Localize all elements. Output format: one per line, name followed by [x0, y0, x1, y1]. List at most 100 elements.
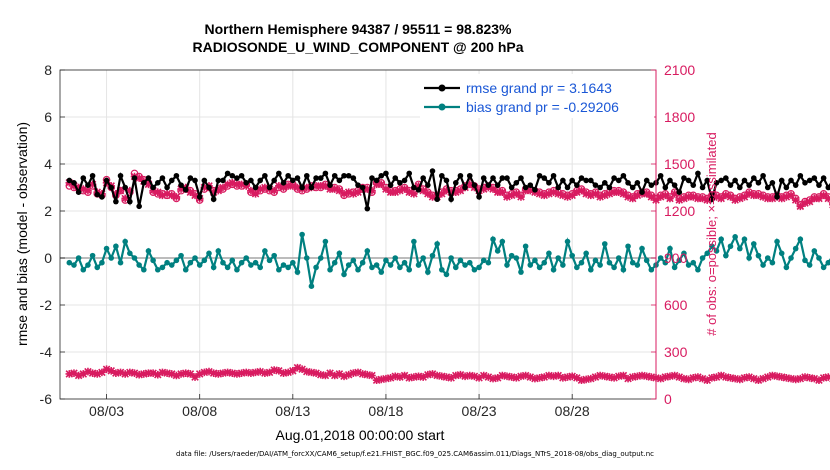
assimilated-marker: [223, 368, 232, 377]
assimilated-marker: [456, 186, 465, 195]
assimilated-marker: [312, 369, 320, 377]
series-point-0: [206, 184, 212, 191]
assimilated-marker: [591, 373, 600, 381]
assimilated-marker: [79, 370, 88, 378]
assimilated-marker: [568, 372, 576, 381]
series-point-1: [387, 262, 394, 268]
y-tick-label-right: 2100: [664, 62, 695, 78]
assimilated-marker: [363, 370, 372, 379]
series-point-1: [257, 264, 264, 271]
assimilated-marker: [745, 373, 753, 381]
series-point-1: [806, 262, 813, 268]
series-point-1: [99, 259, 105, 266]
assimilated-marker: [680, 374, 688, 383]
series-point-1: [648, 266, 655, 273]
assimilated-marker: [596, 371, 604, 380]
assimilated-marker: [368, 186, 376, 195]
series-point-1: [820, 264, 827, 271]
series-point-0: [676, 189, 683, 195]
assimilated-marker: [610, 188, 618, 196]
series-point-1: [373, 262, 380, 268]
series-point-0: [578, 175, 585, 181]
series-point-0: [494, 182, 501, 188]
assimilated-marker: [559, 374, 567, 382]
series-point-1: [592, 257, 599, 264]
series-point-1: [252, 259, 259, 266]
series-point-0: [448, 196, 454, 203]
assimilated-marker: [326, 185, 334, 193]
series-point-0: [317, 175, 324, 181]
assimilated-marker: [386, 188, 395, 196]
series-point-1: [699, 255, 706, 261]
assimilated-marker: [600, 191, 609, 200]
assimilated-marker: [694, 373, 702, 381]
assimilated-marker: [573, 188, 581, 196]
assimilated-marker: [140, 370, 148, 378]
series-point-0: [168, 177, 175, 184]
series-point-0: [709, 196, 715, 203]
assimilated-marker: [447, 188, 455, 196]
assimilated-marker: [694, 194, 702, 203]
series-point-1: [476, 264, 482, 271]
series-point-0: [508, 184, 515, 191]
assimilated-marker: [149, 186, 157, 195]
series-point-1: [234, 266, 240, 273]
assimilated-marker: [493, 374, 502, 382]
assimilated-marker: [759, 193, 767, 201]
legend-label-bias: bias grand pr = -0.29206: [466, 99, 619, 115]
assimilated-marker: [614, 188, 623, 196]
assimilated-marker: [470, 372, 479, 381]
series-point-1: [131, 255, 138, 261]
assimilated-marker: [251, 368, 260, 377]
assimilated-marker: [489, 374, 497, 383]
series-point-1: [303, 255, 310, 261]
assimilated-marker: [628, 194, 637, 203]
series-point-0: [131, 175, 138, 181]
series-point-1: [196, 262, 203, 268]
series-point-0: [685, 177, 692, 184]
series-point-0: [192, 177, 198, 184]
assimilated-marker: [591, 189, 600, 198]
assimilated-marker: [493, 188, 502, 196]
assimilated-marker: [447, 374, 455, 382]
y-tick-label-left: -2: [40, 297, 53, 313]
assimilated-marker: [256, 185, 265, 193]
series-point-0: [783, 184, 790, 191]
series-point-0: [313, 175, 319, 181]
series-point-1: [322, 238, 329, 245]
assimilated-marker: [796, 202, 805, 211]
y-tick-label-left: 4: [44, 156, 52, 172]
assimilated-marker: [419, 186, 427, 195]
series-point-1: [783, 264, 790, 271]
assimilated-marker: [233, 370, 241, 378]
series-point-0: [755, 180, 762, 186]
y-tick-label-left: 8: [44, 62, 52, 78]
series-point-1: [406, 266, 413, 273]
series-point-1: [285, 264, 291, 271]
assimilated-marker: [344, 188, 353, 196]
assimilated-marker: [698, 374, 707, 383]
series-point-1: [164, 259, 170, 266]
assimilated-marker: [102, 365, 111, 374]
series-point-0: [476, 194, 482, 200]
assimilated-marker: [642, 372, 651, 381]
assimilated-marker: [451, 371, 460, 380]
series-point-1: [448, 255, 454, 261]
assimilated-marker: [65, 370, 74, 378]
series-point-0: [629, 184, 636, 191]
series-point-0: [634, 180, 641, 186]
series-point-0: [66, 177, 73, 184]
x-tick-label: 08/28: [555, 403, 590, 419]
y-tick-label-left: -4: [40, 344, 53, 360]
series-point-0: [439, 172, 445, 179]
series-point-0: [690, 182, 697, 188]
assimilated-marker: [372, 376, 381, 384]
series-point-1: [718, 236, 724, 242]
series-point-0: [713, 180, 720, 186]
assimilated-marker: [70, 369, 78, 377]
assimilated-marker: [749, 191, 758, 200]
assimilated-marker: [624, 193, 632, 201]
assimilated-marker: [451, 188, 460, 196]
series-point-0: [285, 172, 291, 179]
series-point-0: [308, 184, 315, 191]
